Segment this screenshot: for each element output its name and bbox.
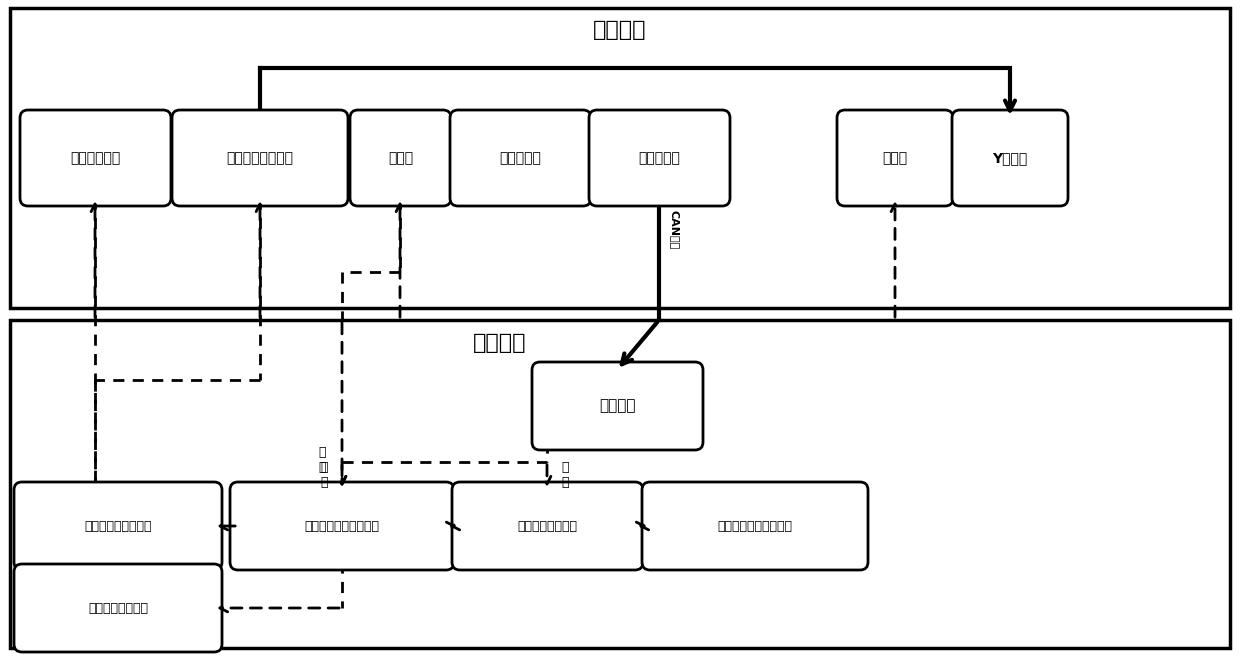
FancyBboxPatch shape xyxy=(453,482,644,570)
Text: 坡道预测模式选择模块: 坡道预测模式选择模块 xyxy=(305,520,379,532)
Text: 车速传感器: 车速传感器 xyxy=(639,151,681,165)
Text: 车载脉冲激光雷达: 车载脉冲激光雷达 xyxy=(227,151,294,165)
Text: CAN总线: CAN总线 xyxy=(670,211,680,249)
Text: 胎
压: 胎 压 xyxy=(319,446,326,474)
Text: 胎
压: 胎 压 xyxy=(320,461,327,489)
Text: 胎压传感器: 胎压传感器 xyxy=(500,151,542,165)
FancyBboxPatch shape xyxy=(450,110,591,206)
Text: 滤波模块: 滤波模块 xyxy=(599,399,636,413)
FancyBboxPatch shape xyxy=(350,110,451,206)
Text: 坡度坡长计算模块: 坡度坡长计算模块 xyxy=(517,520,578,532)
Text: 超声波雷达控制模块: 超声波雷达控制模块 xyxy=(84,520,151,532)
FancyBboxPatch shape xyxy=(589,110,730,206)
FancyBboxPatch shape xyxy=(837,110,954,206)
FancyBboxPatch shape xyxy=(10,8,1230,308)
FancyBboxPatch shape xyxy=(642,482,868,570)
FancyBboxPatch shape xyxy=(532,362,703,450)
FancyBboxPatch shape xyxy=(14,564,222,652)
Text: 坡度坡长数值选择模块: 坡度坡长数值选择模块 xyxy=(718,520,792,532)
FancyBboxPatch shape xyxy=(172,110,348,206)
Text: 软件系统: 软件系统 xyxy=(474,333,527,353)
FancyBboxPatch shape xyxy=(10,320,1230,648)
Text: Y型支座: Y型支座 xyxy=(992,151,1028,165)
Text: 显示器: 显示器 xyxy=(883,151,908,165)
Text: 拨转关节控制模块: 拨转关节控制模块 xyxy=(88,601,148,615)
FancyBboxPatch shape xyxy=(20,110,171,206)
Text: 单片机: 单片机 xyxy=(388,151,413,165)
Text: 车
速: 车 速 xyxy=(562,461,569,489)
FancyBboxPatch shape xyxy=(229,482,454,570)
FancyBboxPatch shape xyxy=(14,482,222,570)
Text: 拨转关节系统: 拨转关节系统 xyxy=(71,151,120,165)
FancyBboxPatch shape xyxy=(952,110,1068,206)
Text: 硬件系统: 硬件系统 xyxy=(593,20,647,40)
